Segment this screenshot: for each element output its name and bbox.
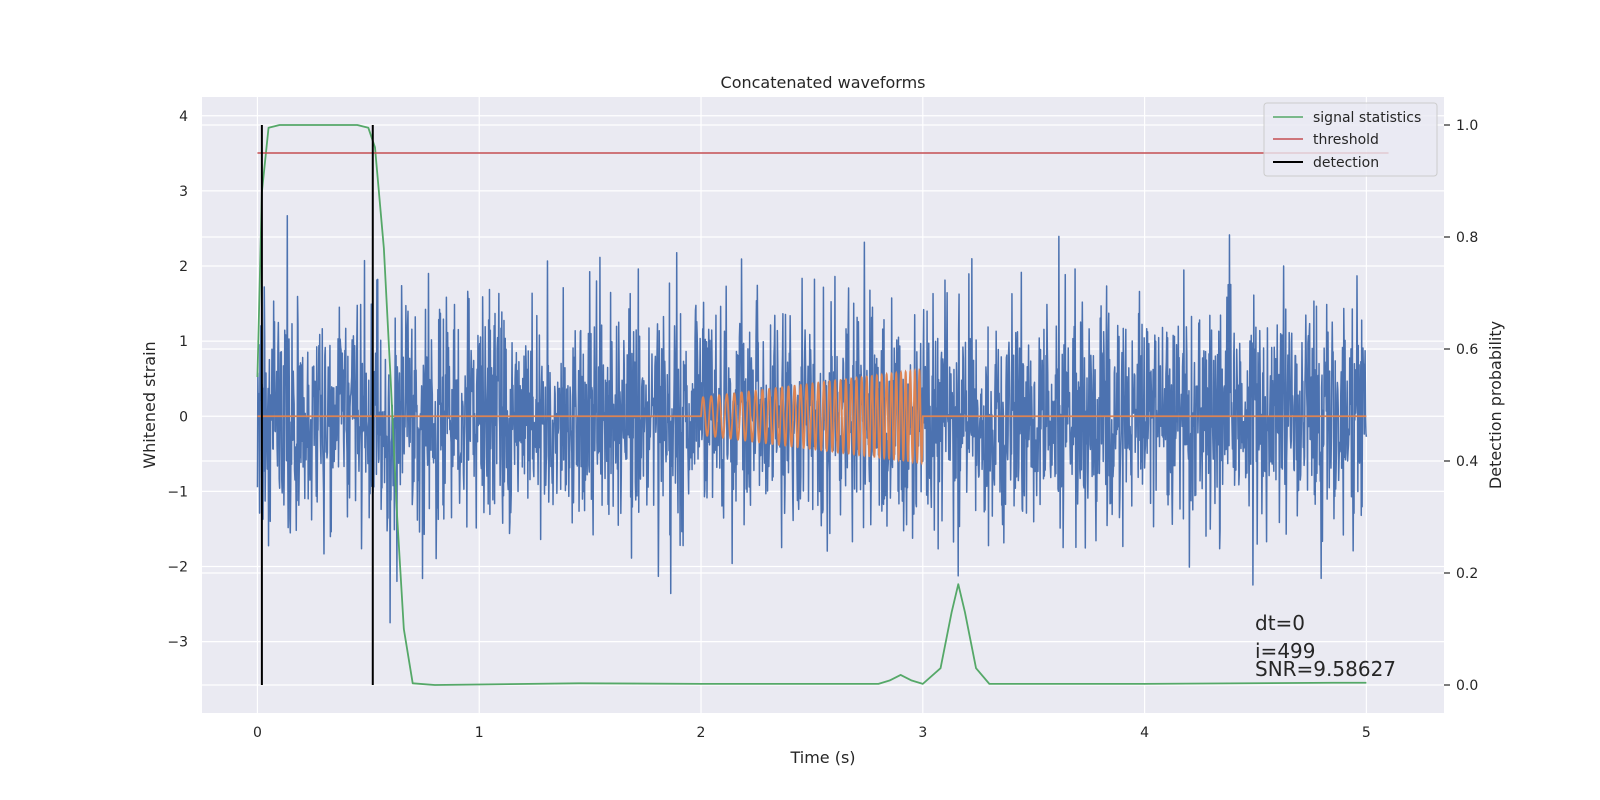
x-tick-label: 0 (253, 725, 262, 741)
x-axis-label: Time (s) (789, 748, 855, 767)
legend: signal statistics threshold detection (1263, 102, 1438, 177)
y-right-tick-label: 0.0 (1456, 678, 1478, 694)
y-right-axis-label: Detection probability (1486, 321, 1505, 489)
y-left-tick-label: 4 (179, 109, 188, 125)
y-right-tick-label: 1.0 (1456, 118, 1478, 134)
x-tick-labels: 0 1 2 3 4 5 (253, 725, 1371, 741)
chirp-series-line (257, 367, 1367, 466)
x-tick-label: 4 (1140, 725, 1149, 741)
y-left-axis-label: Whitened strain (140, 341, 159, 468)
legend-label-threshold: threshold (1313, 132, 1379, 148)
x-tick-label: 3 (918, 725, 927, 741)
y-left-tick-label: −3 (167, 635, 188, 651)
y-right-tick-label: 0.8 (1456, 230, 1478, 246)
y-left-tick-labels: −3 −2 −1 0 1 2 3 4 (167, 109, 188, 651)
y-left-tick-label: −1 (167, 484, 188, 500)
annotation-index: i=499 (1255, 639, 1316, 663)
y-left-tick-label: 0 (179, 409, 188, 425)
y-right-tick-label: 0.2 (1456, 566, 1478, 582)
y-right-tick-labels: 0.0 0.2 0.4 0.6 0.8 1.0 (1444, 118, 1478, 694)
x-tick-label: 2 (697, 725, 706, 741)
legend-box (1263, 102, 1438, 177)
legend-label-detection: detection (1313, 155, 1379, 171)
y-right-tick-label: 0.6 (1456, 342, 1478, 358)
annotation-dt: dt=0 (1255, 611, 1305, 635)
signal-statistics-layer (256, 124, 1367, 686)
chart-title: Concatenated waveforms (721, 73, 926, 92)
signal-statistics-line (256, 124, 1367, 686)
y-left-tick-label: 3 (179, 184, 188, 200)
x-tick-label: 1 (475, 725, 484, 741)
annotation-snr: SNR=9.58627 (1255, 657, 1396, 681)
chirp-series-layer (257, 367, 1367, 466)
y-left-tick-label: −2 (167, 560, 188, 576)
y-left-tick-label: 1 (179, 334, 188, 350)
y-left-tick-label: 2 (179, 259, 188, 275)
x-tick-label: 5 (1362, 725, 1371, 741)
annotation-block: dt=0 i=499 SNR=9.58627 (1255, 611, 1396, 681)
detection-layer (260, 125, 374, 685)
legend-label-signal-statistics: signal statistics (1313, 110, 1421, 126)
grid-layer (202, 97, 1444, 713)
y-right-tick-label: 0.4 (1456, 454, 1478, 470)
